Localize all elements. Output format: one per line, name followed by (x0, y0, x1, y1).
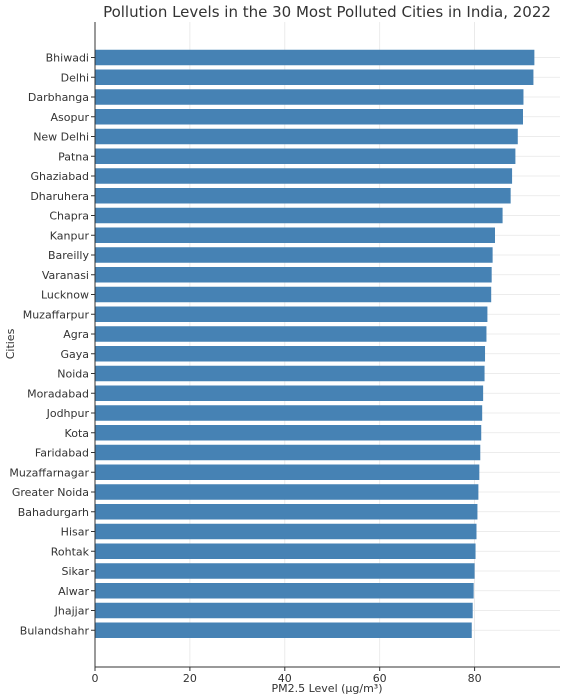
bar (95, 69, 534, 85)
y-tick-label: Asopur (51, 111, 90, 124)
y-tick-label: Bulandshahr (20, 624, 90, 637)
y-tick-label: Jhajjar (54, 605, 90, 618)
y-tick-label: Chapra (49, 210, 89, 223)
y-tick-label: Ghaziabad (30, 170, 89, 183)
x-tick-label: 80 (468, 672, 482, 685)
bar (95, 326, 487, 342)
y-tick-label: Hisar (61, 526, 90, 539)
y-tick-label: Kanpur (50, 229, 90, 242)
x-axis-label: PM2.5 Level (µg/m³) (271, 682, 382, 695)
y-tick-label: Lucknow (41, 289, 89, 302)
bar (95, 89, 524, 105)
bar (95, 504, 478, 520)
bar (95, 286, 492, 303)
bar (95, 128, 518, 145)
x-tick-label: 0 (92, 672, 99, 685)
bar (95, 267, 492, 283)
bar (95, 188, 511, 204)
x-tick-label: 20 (183, 672, 197, 685)
y-tick-label: Muzaffarpur (23, 308, 90, 321)
y-tick-label: Sikar (62, 565, 90, 578)
y-axis-label: Cities (4, 328, 17, 359)
y-tick-label: Kota (65, 427, 89, 440)
bar (95, 168, 513, 184)
y-tick-label: Jodhpur (46, 407, 90, 420)
bar (95, 583, 474, 599)
bar (95, 227, 495, 243)
y-tick-label: Greater Noida (12, 486, 89, 499)
y-tick-label: Noida (57, 368, 89, 381)
y-tick-label: Bhiwadi (46, 52, 89, 65)
y-tick-label: Dharuhera (30, 190, 89, 203)
bar (95, 306, 488, 322)
bar (95, 207, 503, 224)
y-tick-label: Bahadurgarh (18, 506, 89, 519)
y-tick-label: New Delhi (33, 131, 89, 144)
bar (95, 109, 523, 125)
y-tick-label: Bareilly (48, 249, 90, 262)
bar (95, 49, 535, 66)
y-tick-label: Faridabad (35, 447, 89, 460)
y-tick-label: Muzaffarnagar (9, 466, 89, 479)
y-tick-label: Alwar (58, 585, 89, 598)
y-tick-label: Patna (58, 150, 89, 163)
bar (95, 622, 472, 638)
bar (95, 365, 485, 382)
y-tick-label: Rohtak (51, 545, 90, 558)
bar (95, 346, 486, 362)
y-tick-label: Gaya (60, 348, 89, 361)
bar (95, 148, 516, 164)
bar (95, 523, 477, 540)
y-tick-label: Varanasi (42, 269, 89, 282)
chart-title: Pollution Levels in the 30 Most Polluted… (103, 3, 551, 21)
bar (95, 385, 484, 401)
bar (95, 484, 479, 500)
bar (95, 247, 493, 263)
bars (95, 49, 535, 638)
bar (95, 425, 482, 441)
bar (95, 464, 480, 480)
bar (95, 602, 473, 619)
y-tick-label: Darbhanga (28, 91, 89, 104)
bar (95, 563, 475, 579)
x-tick-label: 40 (278, 672, 292, 685)
bar (95, 444, 481, 461)
x-tick-label: 60 (373, 672, 387, 685)
axes: Bhiwadi Delhi Darbhanga Asopur New Delhi Patn… (9, 22, 560, 685)
bar (95, 543, 476, 559)
y-tick-label: Delhi (61, 71, 89, 84)
bar (95, 405, 483, 421)
y-tick-label: Agra (63, 328, 89, 341)
y-tick-label: Moradabad (27, 387, 89, 400)
